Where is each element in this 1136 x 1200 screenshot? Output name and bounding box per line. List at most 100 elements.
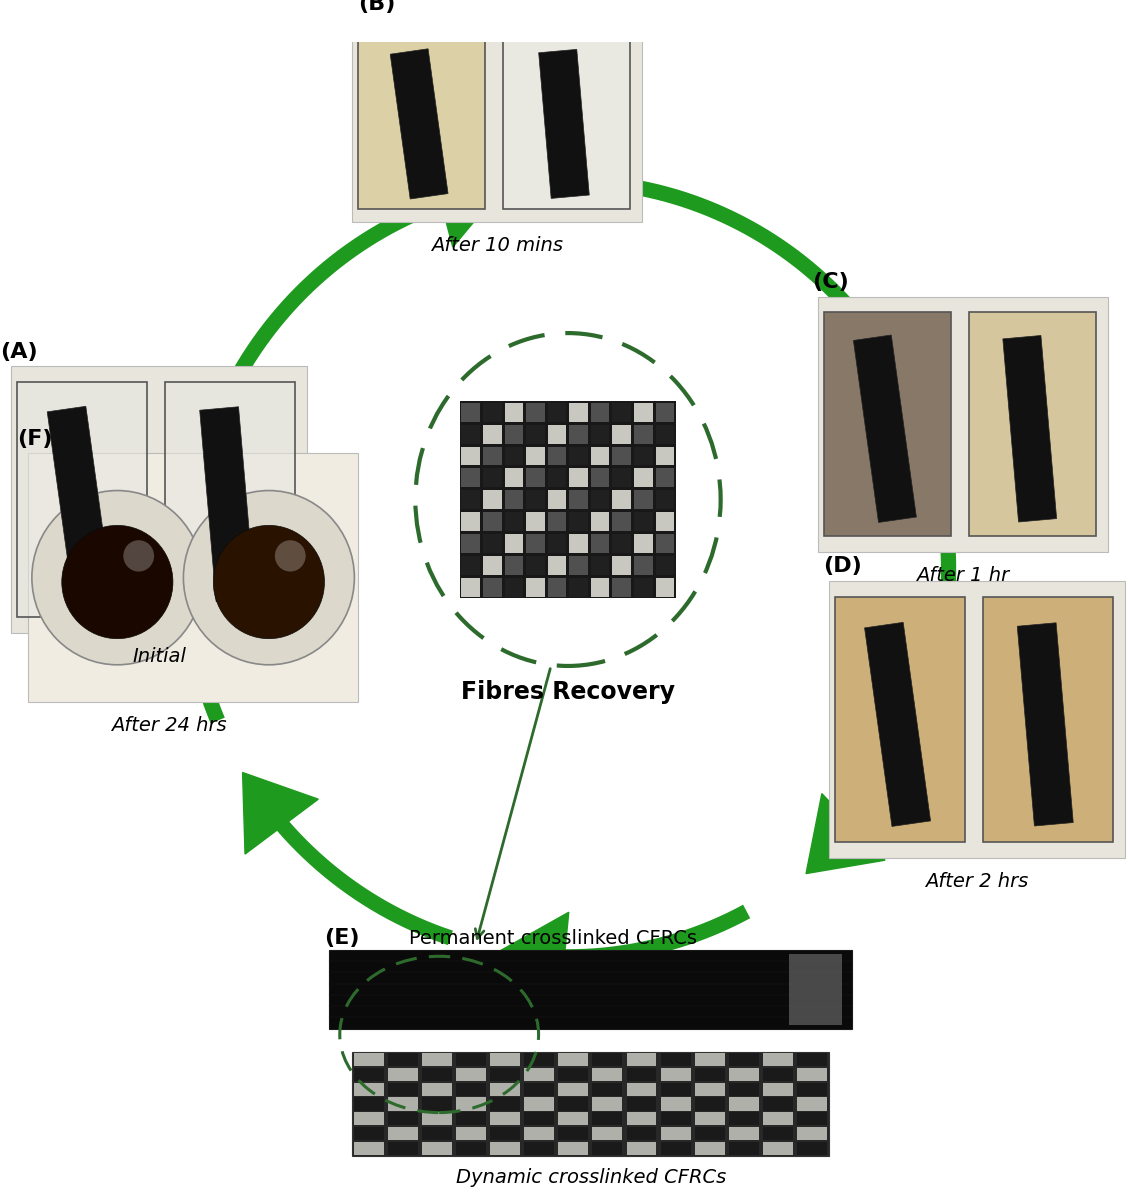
Bar: [483, 556, 501, 575]
Bar: [457, 1112, 486, 1126]
Bar: [504, 446, 523, 466]
Bar: [525, 1112, 554, 1126]
Bar: [387, 1068, 418, 1081]
Bar: [548, 491, 566, 509]
Polygon shape: [868, 378, 952, 458]
Bar: [483, 491, 501, 509]
Bar: [796, 1112, 827, 1126]
Bar: [790, 954, 842, 1025]
Bar: [612, 491, 630, 509]
Bar: [491, 1112, 520, 1126]
Bar: [655, 446, 674, 466]
Bar: [627, 1052, 657, 1066]
Bar: [526, 403, 544, 421]
Bar: [354, 1112, 384, 1126]
Bar: [354, 1098, 384, 1110]
Bar: [593, 1112, 623, 1126]
Bar: [461, 425, 479, 444]
Bar: [627, 1082, 657, 1096]
Bar: [457, 1142, 486, 1156]
Polygon shape: [499, 912, 569, 1004]
Bar: [548, 534, 566, 553]
Text: After 1 hr: After 1 hr: [917, 565, 1009, 584]
Bar: [503, 31, 630, 210]
Bar: [17, 383, 148, 617]
Bar: [548, 556, 566, 575]
Polygon shape: [807, 793, 885, 874]
Bar: [491, 1052, 520, 1066]
Bar: [558, 1052, 588, 1066]
Text: (A): (A): [0, 342, 37, 361]
Bar: [387, 1112, 418, 1126]
Bar: [548, 403, 566, 421]
Bar: [694, 1052, 725, 1066]
Bar: [762, 1142, 793, 1156]
Bar: [525, 1127, 554, 1140]
Bar: [461, 468, 479, 487]
Bar: [661, 1142, 691, 1156]
Bar: [1003, 336, 1056, 522]
Bar: [526, 446, 544, 466]
Bar: [612, 556, 630, 575]
Bar: [593, 1068, 623, 1081]
Bar: [483, 534, 501, 553]
Bar: [525, 1142, 554, 1156]
Bar: [661, 1098, 691, 1110]
Bar: [593, 1052, 623, 1066]
Bar: [694, 1142, 725, 1156]
Bar: [423, 1068, 452, 1081]
Bar: [655, 556, 674, 575]
Text: Dynamic crosslinked CFRCs: Dynamic crosslinked CFRCs: [456, 1168, 726, 1187]
Text: (D): (D): [824, 556, 862, 576]
Bar: [483, 446, 501, 466]
Bar: [569, 578, 587, 596]
Bar: [558, 1112, 588, 1126]
Bar: [655, 512, 674, 532]
Bar: [591, 534, 609, 553]
Bar: [569, 491, 587, 509]
Bar: [593, 1142, 623, 1156]
Bar: [461, 534, 479, 553]
Bar: [661, 1112, 691, 1126]
Bar: [655, 491, 674, 509]
Bar: [391, 49, 448, 199]
Bar: [11, 366, 307, 632]
Bar: [526, 425, 544, 444]
Bar: [504, 425, 523, 444]
Bar: [491, 1127, 520, 1140]
Bar: [548, 578, 566, 596]
Bar: [548, 446, 566, 466]
Bar: [525, 1082, 554, 1096]
Bar: [627, 1112, 657, 1126]
Bar: [627, 1127, 657, 1140]
Bar: [694, 1112, 725, 1126]
Bar: [483, 403, 501, 421]
Bar: [593, 1082, 623, 1096]
Bar: [591, 556, 609, 575]
Bar: [634, 403, 652, 421]
Bar: [504, 556, 523, 575]
Bar: [728, 1112, 759, 1126]
Bar: [762, 1052, 793, 1066]
Text: Initial: Initial: [132, 647, 186, 666]
Bar: [796, 1142, 827, 1156]
Bar: [762, 1082, 793, 1096]
Bar: [461, 512, 479, 532]
Bar: [569, 556, 587, 575]
Bar: [352, 19, 642, 222]
Bar: [483, 468, 501, 487]
Bar: [694, 1082, 725, 1096]
Bar: [548, 425, 566, 444]
Text: After 24 hrs: After 24 hrs: [111, 716, 226, 736]
Text: Fibres Recovery: Fibres Recovery: [461, 680, 675, 704]
Bar: [423, 1052, 452, 1066]
Bar: [612, 534, 630, 553]
Bar: [796, 1127, 827, 1140]
Bar: [983, 598, 1113, 841]
Bar: [569, 425, 587, 444]
Bar: [796, 1052, 827, 1066]
Bar: [483, 512, 501, 532]
Bar: [634, 468, 652, 487]
Bar: [591, 512, 609, 532]
Bar: [824, 312, 951, 536]
